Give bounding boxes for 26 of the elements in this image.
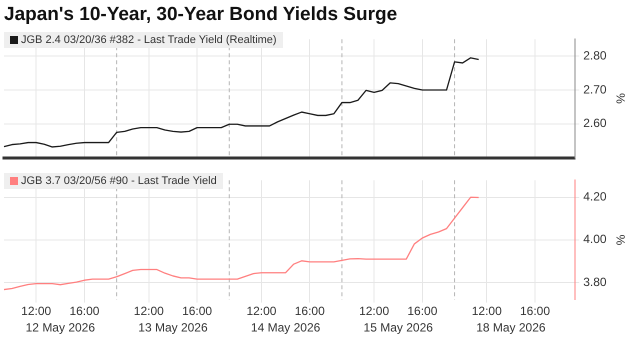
- x-tick-label: 12:00: [359, 304, 390, 318]
- text: 13 May 2026: [138, 320, 208, 334]
- x-tick-label: 16:00: [182, 304, 212, 318]
- text: 15 May 2026: [364, 320, 434, 334]
- legend-label: JGB 2.4 03/20/36 #382 - Last Trade Yield (Realtime): [21, 34, 277, 46]
- y-tick-label: 2.60: [583, 116, 607, 130]
- y-tick-label: 4.20: [583, 190, 607, 204]
- y-tick-label: 2.70: [583, 82, 607, 96]
- text: 18 May 2026: [476, 320, 546, 334]
- text: 12 May 2026: [26, 320, 96, 334]
- x-tick-label: 16:00: [294, 304, 326, 318]
- x-tick-label: 16:00: [69, 304, 100, 318]
- x-tick-label: 12:00: [472, 304, 502, 318]
- y-tick-label: 3.80: [583, 274, 607, 289]
- legend-label: JGB 3.7 03/20/56 #90 - Last Trade Yield: [21, 175, 217, 187]
- y-tick-label: 4.00: [583, 232, 607, 246]
- y-axis-title: %: [613, 234, 628, 246]
- chart-title: Japan's 10-Year, 30-Year Bond Yields Surge: [3, 3, 398, 27]
- x-tick-label: 16:00: [407, 304, 438, 318]
- y-axis-title: %: [613, 93, 628, 104]
- y-tick-label: 2.80: [583, 48, 607, 62]
- x-tick-label: 16:00: [520, 304, 550, 318]
- x-tick-label: 12:00: [134, 304, 164, 318]
- text: 14 May 2026: [250, 320, 321, 334]
- x-tick-label: 12:00: [246, 304, 277, 318]
- x-tick-label: 12:00: [21, 304, 52, 318]
